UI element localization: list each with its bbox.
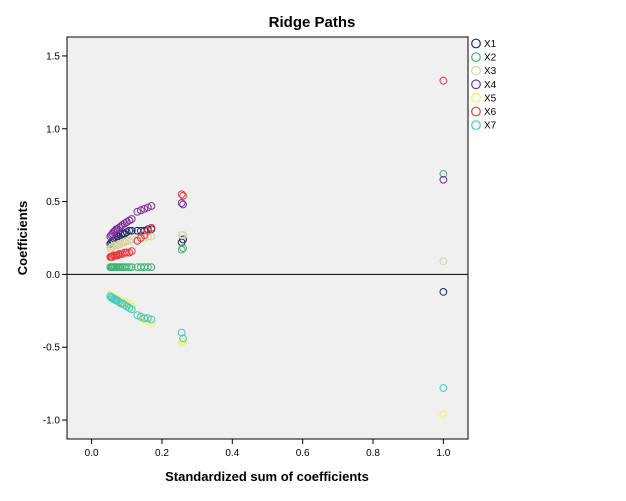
data-point — [136, 206, 145, 215]
legend: X1 X2 X3 X4 X5 X6 X7 — [471, 38, 497, 132]
data-point — [127, 247, 136, 256]
data-point — [177, 190, 186, 199]
legend-label: X7 — [484, 121, 497, 132]
data-point — [179, 244, 187, 253]
x-tick-label: 0.6 — [296, 448, 310, 459]
data-point — [439, 384, 448, 392]
data-point — [147, 263, 156, 272]
data-point — [177, 245, 186, 254]
data-point — [120, 238, 129, 247]
data-point — [140, 314, 149, 323]
data-point — [127, 215, 136, 223]
y-tick-label: -1.0 — [43, 416, 61, 427]
y-tick-label: -0.5 — [43, 343, 61, 354]
data-point — [177, 328, 186, 337]
x-axis-title: Standardized sum of coefficients — [165, 469, 369, 484]
data-point — [122, 263, 131, 272]
chart-title: Ridge Paths — [269, 14, 356, 31]
series-x4 — [106, 175, 448, 241]
data-point — [439, 287, 448, 296]
data-point — [144, 232, 152, 241]
data-point — [122, 248, 131, 257]
legend-marker — [471, 65, 481, 76]
data-point — [144, 314, 152, 323]
legend-label: X4 — [484, 80, 497, 91]
data-point — [118, 229, 127, 238]
series-x6 — [106, 76, 448, 261]
data-point — [133, 311, 142, 320]
y-axis-title: Coefficients — [15, 201, 30, 275]
x-tick-label: 0.2 — [155, 448, 169, 459]
y-tick-label: 0.0 — [46, 270, 60, 281]
data-point — [179, 231, 187, 239]
data-point — [439, 76, 448, 85]
data-point — [179, 337, 187, 346]
data-point — [122, 237, 131, 245]
data-point — [439, 170, 448, 178]
series-x2 — [106, 170, 448, 272]
y-tick-label: 1.0 — [46, 124, 60, 135]
x-tick-label: 0.4 — [225, 448, 239, 459]
data-point — [179, 235, 187, 244]
data-point — [439, 257, 448, 266]
legend-label: X3 — [484, 66, 497, 77]
data-point — [147, 223, 156, 232]
y-axis: 1.5 1.0 0.5 0.0 -0.5 -1.0 — [43, 51, 67, 427]
legend-label: X1 — [484, 39, 497, 50]
x-tick-label: 0.0 — [85, 448, 99, 459]
x-tick-label: 0.8 — [366, 448, 380, 459]
data-point — [127, 226, 136, 235]
legend-label: X5 — [484, 93, 497, 104]
legend-marker — [471, 38, 481, 49]
data-point — [144, 263, 152, 272]
data-points — [106, 76, 448, 419]
data-point — [179, 334, 187, 343]
x-axis: 0.0 0.2 0.4 0.6 0.8 1.0 — [85, 439, 451, 459]
data-point — [125, 226, 134, 235]
legend-marker — [471, 79, 481, 90]
data-point — [140, 204, 149, 213]
data-point — [140, 234, 149, 242]
data-point — [133, 207, 142, 216]
data-point — [127, 305, 136, 314]
series-x7 — [106, 292, 448, 392]
x-tick-label: 1.0 — [436, 448, 450, 459]
data-point — [127, 235, 136, 244]
legend-marker — [471, 106, 481, 117]
data-point — [439, 175, 448, 184]
data-point — [127, 263, 136, 272]
data-point — [179, 200, 187, 209]
data-point — [177, 338, 186, 347]
legend-marker — [471, 52, 481, 62]
data-point — [177, 199, 186, 207]
legend-marker — [471, 120, 481, 130]
data-point — [179, 191, 187, 200]
y-tick-label: 1.5 — [46, 51, 60, 62]
data-point — [120, 248, 129, 257]
data-point — [147, 232, 156, 241]
data-point — [125, 263, 134, 272]
data-point — [147, 202, 156, 210]
data-point — [439, 410, 448, 419]
legend-marker — [471, 92, 481, 103]
legend-label: X2 — [484, 53, 497, 64]
legend-label: X6 — [484, 107, 497, 118]
data-point — [147, 320, 156, 328]
y-tick-label: 0.5 — [46, 197, 60, 208]
data-point — [136, 312, 145, 321]
data-point — [147, 315, 156, 324]
data-point — [144, 203, 152, 212]
